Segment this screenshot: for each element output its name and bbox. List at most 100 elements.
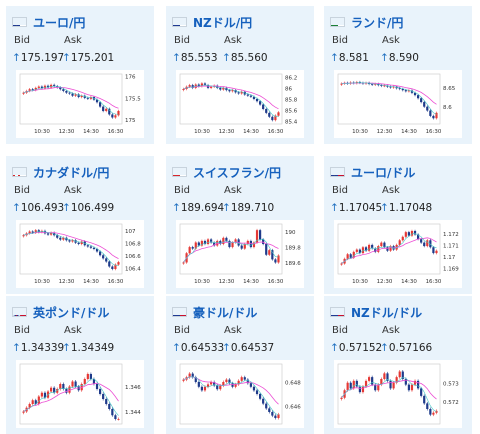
ask-value-group: ↑189.710 [222, 202, 274, 214]
card-header: ユーロ/ドル [330, 164, 415, 180]
rate-card[interactable]: NZドル/円 Bid Ask ↑85.553 ↑85.560 86.2 86 85.8 85.6… [166, 6, 314, 144]
candle-body [234, 384, 237, 387]
candle-body [258, 230, 262, 240]
y-tick-label: 8.65 [443, 86, 456, 92]
ask-value-group: ↑175.201 [62, 52, 114, 64]
candle-body [98, 389, 102, 394]
rate-card[interactable]: カナダドル/円 Bid Ask ↑106.493 ↑106.499 107 106.8 106… [6, 156, 154, 294]
candle-body [413, 92, 417, 96]
currency-pair-title[interactable]: 豪ドル/ドル [193, 305, 258, 320]
currency-pair-title[interactable]: ユーロ/円 [33, 15, 86, 30]
ask-value: 0.57166 [388, 342, 433, 354]
price-chart: 0.648 0.646 [176, 360, 304, 428]
y-tick-label: 176 [125, 75, 136, 81]
y-tick-label: 107 [125, 229, 136, 235]
candle-body [386, 85, 389, 87]
candle-body [31, 89, 34, 91]
candle-body [95, 384, 99, 389]
candle-body [28, 89, 31, 91]
currency-pair-title[interactable]: ユーロ/ドル [351, 165, 416, 180]
candle-body [206, 384, 210, 387]
chart-background [16, 360, 144, 428]
x-tick-label: 12:30 [59, 279, 75, 285]
candle-body [111, 266, 114, 269]
candle-body [117, 110, 120, 116]
candle-body [404, 90, 407, 92]
up-arrow-icon: ↑ [12, 52, 21, 64]
candle-body [228, 379, 231, 384]
moving-average-line [183, 376, 279, 405]
currency-pair-title[interactable]: スイスフラン/円 [193, 165, 282, 180]
card-header: ユーロ/円 [12, 14, 85, 30]
candle-body [249, 95, 253, 97]
candle-body [371, 377, 374, 385]
rate-card[interactable]: スイスフラン/円 Bid Ask ↑189.694 ↑189.710 190 189.8 18… [166, 156, 314, 294]
up-arrow-icon: ↑ [172, 52, 181, 64]
candle-body [435, 250, 438, 254]
moving-average-line [23, 378, 119, 416]
moving-average-line [23, 85, 119, 115]
currency-pair-title[interactable]: NZドル/円 [193, 15, 253, 30]
ask-value: 0.64537 [230, 342, 275, 354]
candle-body [346, 382, 349, 391]
chart-background [176, 70, 304, 138]
up-arrow-icon: ↑ [222, 202, 231, 214]
up-arrow-icon: ↑ [330, 52, 339, 64]
candle-body [389, 86, 392, 88]
candle-body [274, 115, 277, 121]
rate-card[interactable]: ユーロ/円 Bid Ask ↑175.197 ↑175.201 176 175.5 175 10… [6, 6, 154, 144]
candle-body [398, 240, 401, 245]
ask-label: Ask [64, 325, 82, 336]
currency-pair-title[interactable]: 英ポンド/ドル [33, 305, 110, 320]
currency-pair-title[interactable]: NZドル/ドル [351, 305, 423, 320]
ask-value: 189.710 [230, 202, 275, 214]
candle-body [203, 386, 207, 391]
candle-body [426, 403, 429, 409]
candle-body [246, 94, 249, 96]
candle-body [271, 116, 274, 121]
moving-average-line [23, 86, 119, 109]
ask-value: 1.17048 [388, 202, 433, 214]
x-tick-label: 14:30 [243, 279, 259, 285]
y-tick-label: 1.169 [443, 267, 459, 273]
card-header: ランド/円 [330, 14, 403, 30]
candle-body [59, 87, 62, 90]
bid-value: 8.581 [338, 52, 369, 64]
candle-body [209, 239, 213, 243]
bid-value: 106.493 [20, 202, 65, 214]
currency-pair-title[interactable]: カナダドル/円 [33, 165, 110, 180]
x-tick-label: 14:30 [401, 279, 417, 285]
candle-body [219, 385, 222, 390]
card-header: NZドル/円 [172, 14, 252, 30]
up-arrow-icon: ↑ [222, 342, 231, 354]
rate-card[interactable]: 英ポンド/ドル Bid Ask ↑1.34339 ↑1.34349 1.346 1.344 [6, 296, 154, 434]
rate-card[interactable]: ランド/円 Bid Ask ↑8.581 ↑8.590 8.65 8.6 10:30 12:30… [324, 6, 472, 144]
candle-body [340, 83, 343, 85]
y-tick-label: 86 [285, 86, 292, 92]
candle-body [114, 264, 117, 269]
candle-body [111, 114, 114, 118]
candle-body [191, 85, 194, 88]
up-arrow-icon: ↑ [172, 342, 181, 354]
candle-body [22, 235, 25, 237]
candle-body [219, 240, 222, 244]
candle-body [89, 97, 93, 99]
bid-value-group: ↑85.553 [172, 52, 218, 64]
candle-body [234, 239, 237, 243]
candle-body [432, 247, 435, 254]
candle-body [407, 90, 411, 92]
rate-card[interactable]: 豪ドル/ドル Bid Ask ↑0.64533 ↑0.64537 0.648 0.646 [166, 296, 314, 434]
currency-pair-title[interactable]: ランド/円 [351, 15, 404, 30]
candle-body [95, 249, 99, 252]
candle-body [68, 92, 71, 94]
price-chart: 176 175.5 175 10:30 12:30 14:30 16:30 [16, 70, 144, 138]
rate-card-grid: ユーロ/円 Bid Ask ↑175.197 ↑175.201 176 175.5 175 10… [6, 6, 472, 434]
y-tick-label: 190 [285, 230, 296, 236]
bid-label: Bid [332, 35, 348, 46]
bid-value: 175.197 [20, 52, 65, 64]
candle-body [98, 102, 102, 107]
rate-card[interactable]: ユーロ/ドル Bid Ask ↑1.17045 ↑1.17048 1.172 1.171 1.… [324, 156, 472, 294]
rate-card[interactable]: NZドル/ドル Bid Ask ↑0.57152 ↑0.57166 0.573 0.572 [324, 296, 472, 434]
moving-average-line [183, 84, 279, 117]
candle-body [65, 389, 68, 393]
